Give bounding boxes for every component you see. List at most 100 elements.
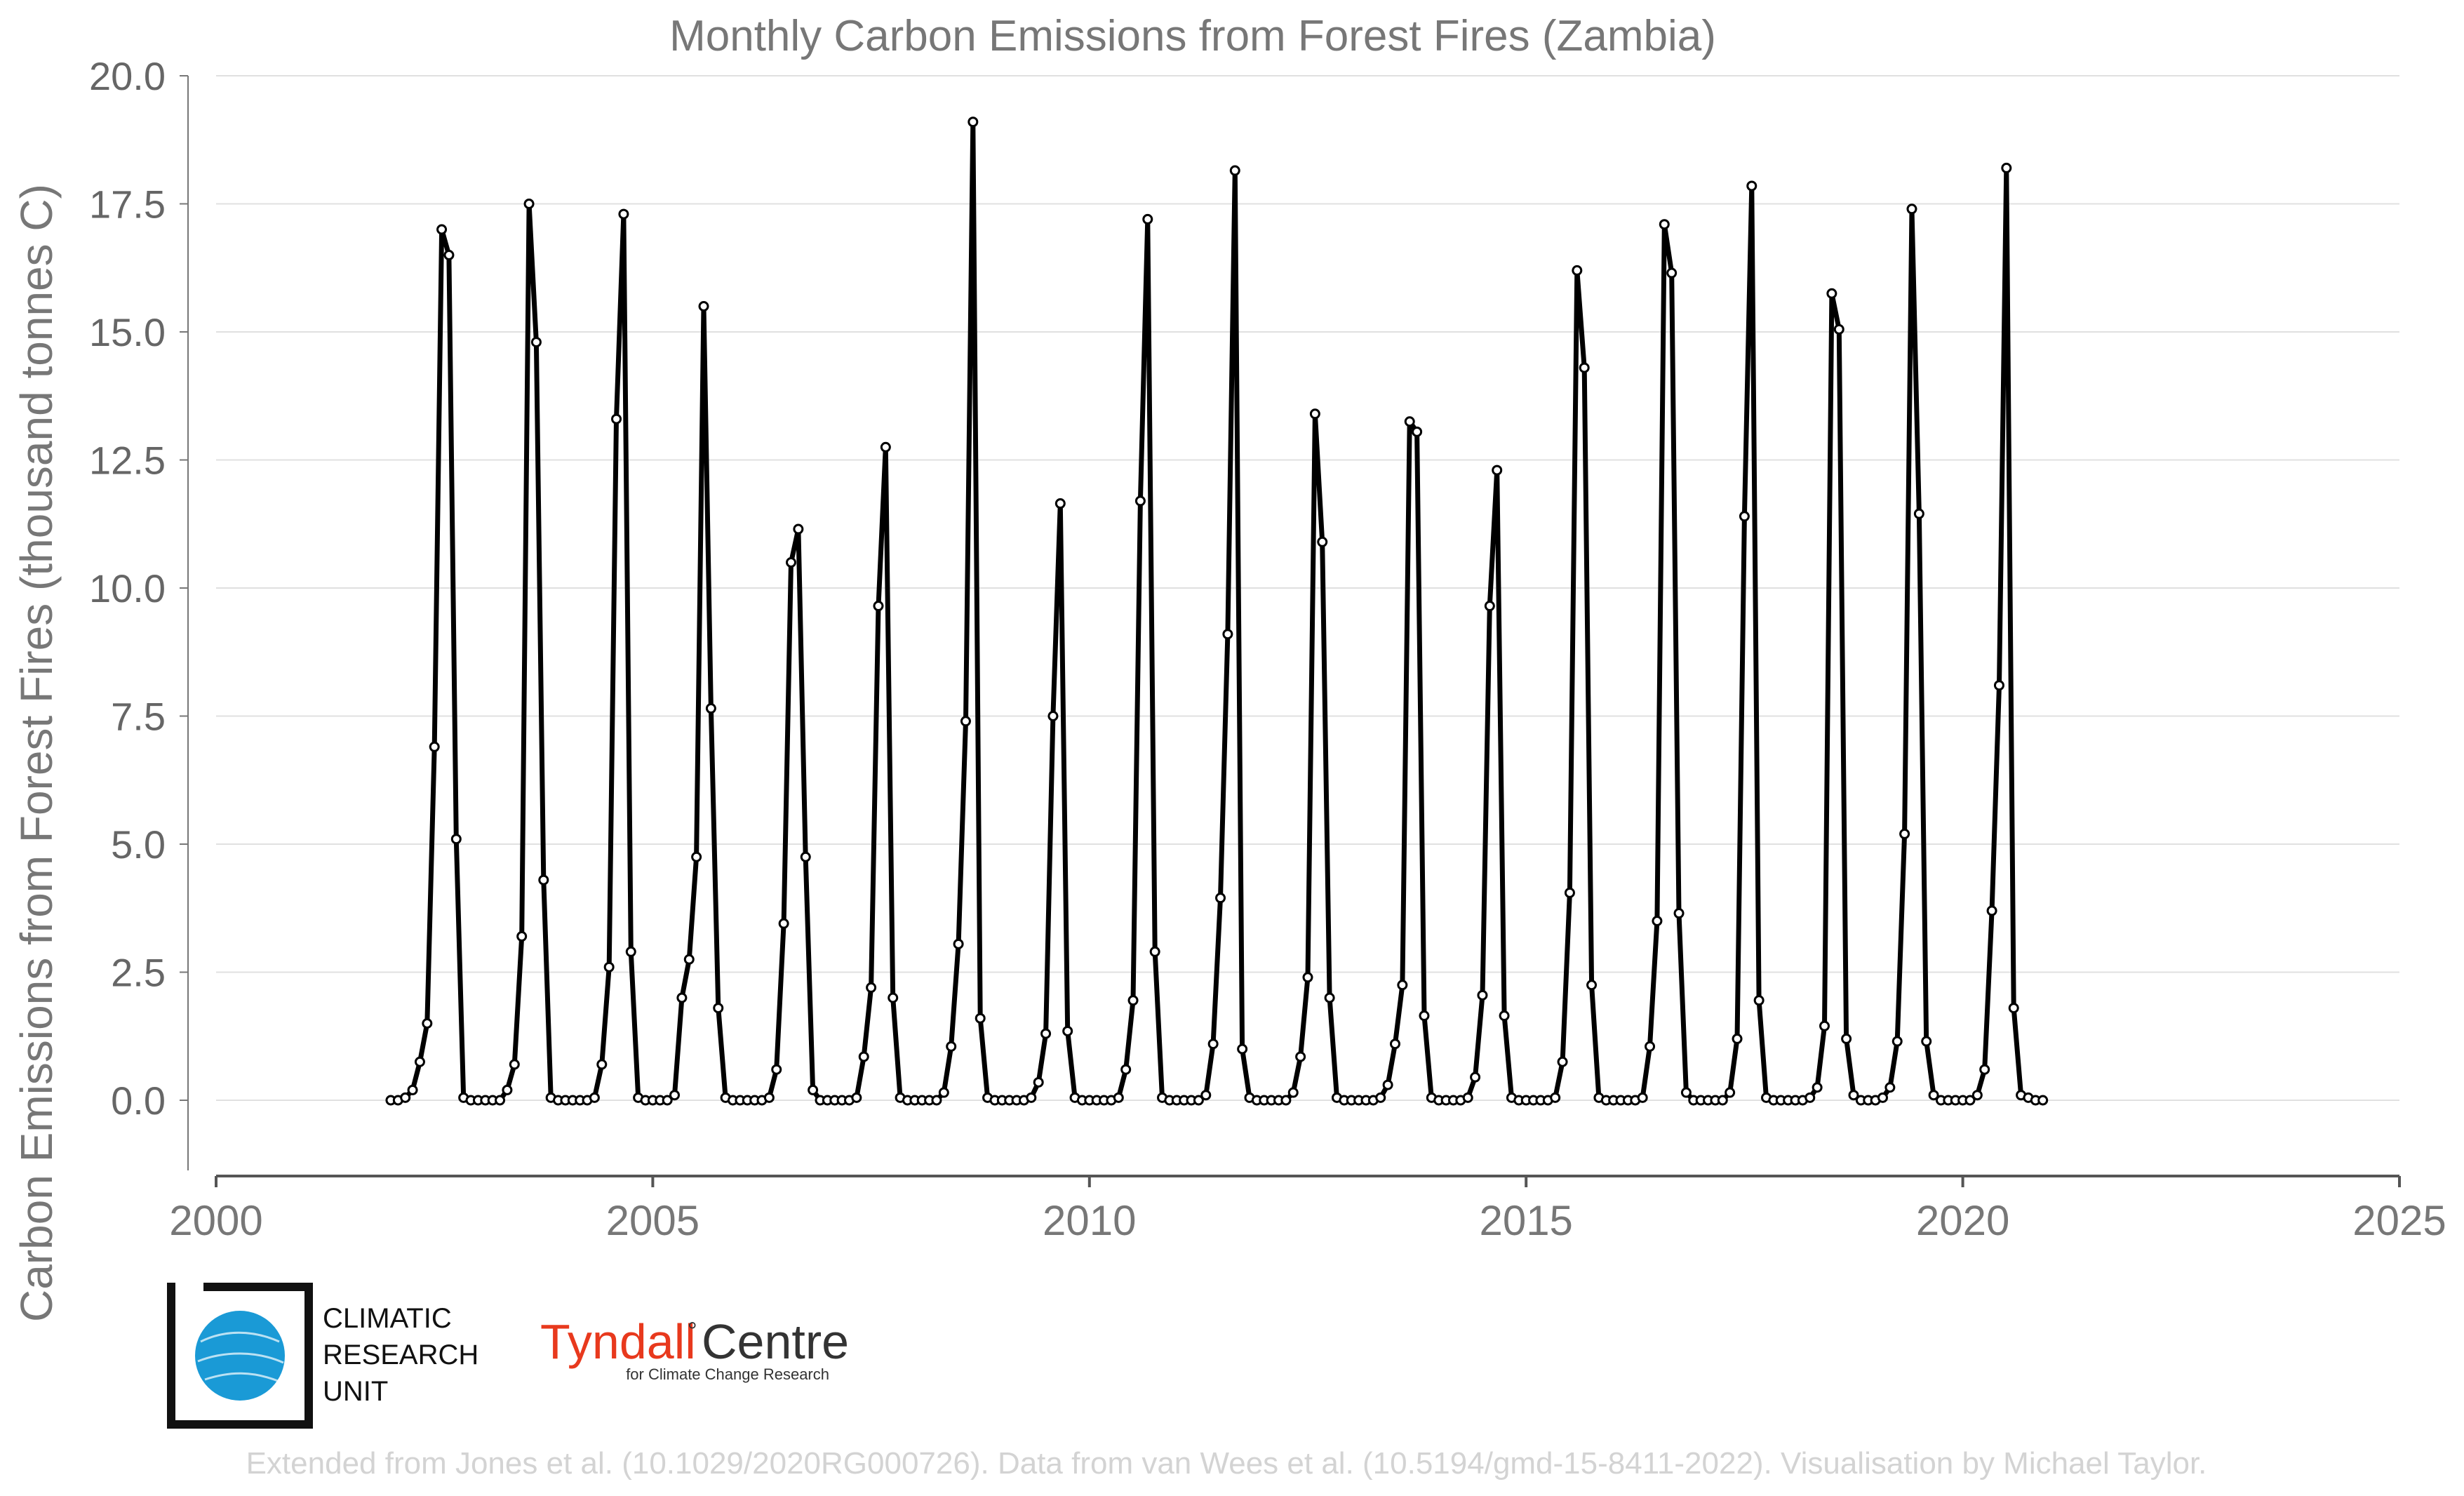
- data-point: [1237, 1043, 1248, 1055]
- data-point: [1550, 1092, 1561, 1103]
- tyndall-degree: °: [688, 1318, 697, 1344]
- y-tick-labels: 0.0 2.5 5.0 7.5 10.0 12.5 15.0 17.5 20.0: [89, 54, 188, 1123]
- data-point: [1666, 267, 1678, 279]
- data-point: [888, 992, 899, 1003]
- data-point: [1193, 1095, 1204, 1106]
- data-point: [495, 1095, 506, 1106]
- data-point: [400, 1092, 411, 1103]
- data-point: [1382, 1079, 1393, 1090]
- series-markers: [385, 116, 2049, 1106]
- data-point: [1207, 1038, 1219, 1050]
- data-point: [530, 337, 542, 348]
- globe-icon: [195, 1311, 285, 1401]
- data-point: [960, 716, 971, 727]
- data-point: [1564, 887, 1575, 898]
- data-point: [713, 1003, 724, 1014]
- data-point: [1499, 1010, 1510, 1022]
- series-line: [391, 119, 2043, 1103]
- data-point: [1899, 828, 1910, 839]
- data-point: [1572, 265, 1583, 276]
- data-point: [1913, 508, 1924, 519]
- tyndall-centre: Centre: [702, 1314, 849, 1369]
- data-point: [1477, 989, 1488, 1001]
- data-point: [1375, 1092, 1386, 1103]
- data-point: [1397, 980, 1408, 991]
- data-point: [778, 918, 789, 929]
- data-point: [1149, 946, 1160, 957]
- data-point: [1906, 203, 1917, 215]
- data-point: [1113, 1092, 1124, 1103]
- data-point: [1484, 601, 1495, 612]
- data-point: [407, 1084, 418, 1095]
- data-point: [1462, 1092, 1473, 1103]
- x-tick-label: 2005: [606, 1197, 699, 1244]
- cru-line1: CLIMATIC: [323, 1303, 452, 1334]
- y-tick-label: 0.0: [111, 1078, 166, 1123]
- gridlines: [216, 75, 2399, 1101]
- data-point: [2001, 162, 2012, 173]
- data-point: [1928, 1090, 1939, 1101]
- y-tick-label: 7.5: [111, 695, 166, 739]
- data-point: [1848, 1090, 1859, 1101]
- data-point: [516, 930, 528, 942]
- data-point: [1142, 213, 1153, 225]
- data-point: [975, 1013, 986, 1024]
- data-point: [1295, 1051, 1306, 1062]
- data-point: [422, 1018, 433, 1029]
- x-tick-label: 2000: [169, 1197, 262, 1244]
- data-point: [683, 954, 695, 965]
- data-point: [676, 992, 688, 1003]
- data-point: [800, 851, 811, 862]
- data-point: [771, 1064, 782, 1075]
- data-point: [414, 1056, 425, 1067]
- data-point: [1579, 362, 1590, 373]
- data-point: [1812, 1082, 1823, 1093]
- data-point: [603, 961, 615, 973]
- data-point: [1637, 1092, 1648, 1103]
- data-point: [1971, 1090, 1983, 1101]
- data-point: [625, 946, 636, 957]
- data-point: [1047, 711, 1059, 721]
- data-point: [1280, 1095, 1292, 1106]
- data-point: [450, 834, 462, 845]
- globe-lines: [197, 1331, 284, 1382]
- data-point: [1993, 680, 2004, 691]
- data-point: [1725, 1087, 1736, 1098]
- data-point: [1404, 416, 1415, 427]
- data-point: [1040, 1028, 1052, 1039]
- data-point: [1819, 1020, 1830, 1031]
- data-point: [1986, 905, 1997, 916]
- data-point: [1302, 972, 1313, 983]
- data-point: [509, 1059, 520, 1070]
- data-point: [669, 1090, 681, 1101]
- tyndall-logo: Tyndall ° Centre for Climate Change Rese…: [540, 1314, 849, 1383]
- data-point: [1412, 426, 1423, 437]
- data-point: [1324, 992, 1335, 1003]
- y-tick-label: 2.5: [111, 951, 166, 995]
- data-point: [938, 1087, 949, 1098]
- data-point: [931, 1095, 942, 1106]
- y-tick-label: 15.0: [89, 310, 166, 354]
- cru-logo: CLIMATIC RESEARCH UNIT: [167, 1281, 478, 1429]
- data-point: [1652, 916, 1663, 926]
- y-tick-label: 12.5: [89, 439, 166, 483]
- data-point: [1739, 511, 1750, 522]
- data-point: [953, 938, 964, 949]
- cru-line3: UNIT: [323, 1376, 388, 1407]
- data-point: [1659, 219, 1670, 230]
- data-point: [1884, 1082, 1896, 1093]
- data-point: [1317, 536, 1328, 547]
- data-point: [866, 982, 877, 993]
- data-point: [763, 1092, 775, 1103]
- data-point: [1229, 165, 1240, 176]
- x-tick-label: 2020: [1916, 1197, 2009, 1244]
- tyndall-name: Tyndall: [540, 1314, 696, 1369]
- data-point: [1033, 1076, 1044, 1088]
- data-point: [1309, 408, 1320, 420]
- data-point: [502, 1084, 513, 1095]
- tyndall-subtitle: for Climate Change Research: [626, 1365, 829, 1383]
- data-point: [1127, 995, 1139, 1006]
- data-point: [1680, 1087, 1692, 1098]
- data-point: [436, 224, 448, 235]
- data-point: [611, 413, 622, 425]
